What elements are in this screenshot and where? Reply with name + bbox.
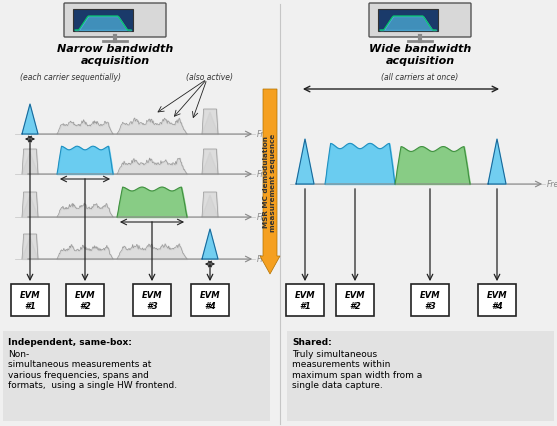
FancyBboxPatch shape (369, 4, 471, 38)
Bar (11, 284, 49, 316)
Text: Freq: Freq (257, 255, 274, 264)
Text: (each carrier sequentially): (each carrier sequentially) (19, 73, 120, 82)
Text: Truly simultaneous
measurements within
maximum span width from a
single data cap: Truly simultaneous measurements within m… (292, 349, 422, 389)
Text: EVM
#1: EVM #1 (295, 291, 315, 310)
Text: EVM
#1: EVM #1 (19, 291, 40, 310)
Bar (3, 331, 270, 421)
Text: EVM
#4: EVM #4 (487, 291, 507, 310)
Polygon shape (22, 237, 38, 259)
Bar (286, 284, 324, 316)
Bar (133, 284, 171, 316)
Text: Freq: Freq (257, 130, 274, 139)
Text: Narrow bandwidth
acquisition: Narrow bandwidth acquisition (57, 44, 173, 66)
Text: Independent, same-box:: Independent, same-box: (8, 337, 132, 346)
Text: EVM
#3: EVM #3 (141, 291, 162, 310)
Polygon shape (22, 196, 38, 218)
Bar (73, 10, 133, 32)
Text: Freq: Freq (257, 170, 274, 179)
Bar (336, 284, 374, 316)
Bar (66, 284, 104, 316)
FancyArrow shape (260, 90, 280, 274)
Bar (191, 284, 229, 316)
Text: Freq: Freq (257, 213, 274, 222)
Bar (287, 331, 554, 421)
Polygon shape (22, 105, 38, 135)
FancyBboxPatch shape (64, 4, 166, 38)
Text: Wide bandwidth
acquisition: Wide bandwidth acquisition (369, 44, 471, 66)
Bar (411, 284, 449, 316)
Text: (all carriers at once): (all carriers at once) (382, 73, 458, 82)
Polygon shape (22, 153, 38, 175)
Bar (478, 284, 516, 316)
Text: Freq: Freq (547, 180, 557, 189)
Text: EVM
#4: EVM #4 (200, 291, 221, 310)
Text: Non-
simultaneous measurements at
various frequencies, spans and
formats,  using: Non- simultaneous measurements at variou… (8, 349, 177, 389)
Text: EVM
#3: EVM #3 (419, 291, 441, 310)
Text: EVM
#2: EVM #2 (345, 291, 365, 310)
Polygon shape (296, 140, 314, 184)
Text: (also active): (also active) (187, 73, 233, 82)
Polygon shape (488, 140, 506, 184)
Bar (378, 10, 438, 32)
Polygon shape (202, 230, 218, 259)
Text: EVM
#2: EVM #2 (75, 291, 95, 310)
Text: Shared:: Shared: (292, 337, 332, 346)
Polygon shape (202, 196, 218, 218)
Text: MSR MC demodulation
measurement sequence: MSR MC demodulation measurement sequence (263, 133, 276, 231)
Polygon shape (202, 153, 218, 175)
Polygon shape (202, 113, 218, 135)
